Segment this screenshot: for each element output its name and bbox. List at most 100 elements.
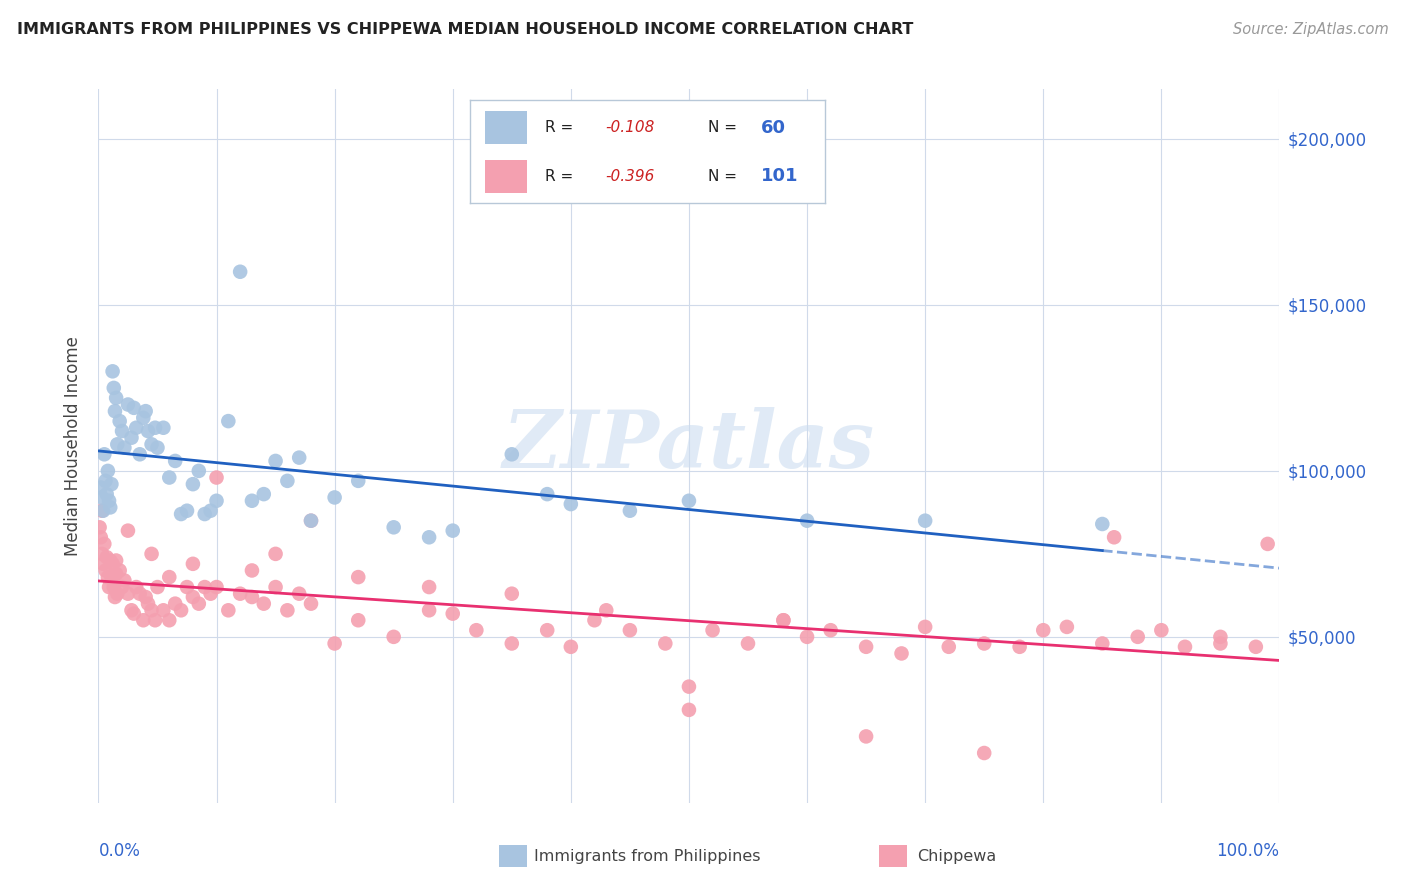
Point xyxy=(117,587,139,601)
Point xyxy=(240,564,263,578)
Point xyxy=(299,597,322,611)
Point xyxy=(820,624,842,638)
Point xyxy=(501,587,523,601)
Point xyxy=(595,603,617,617)
Point xyxy=(98,493,121,508)
Point xyxy=(132,410,155,425)
Point xyxy=(1244,640,1267,654)
Point xyxy=(217,603,239,617)
Point xyxy=(170,603,193,617)
Point xyxy=(96,550,118,565)
Point xyxy=(117,524,139,538)
Point xyxy=(143,613,166,627)
Point xyxy=(973,746,995,760)
Point xyxy=(382,630,405,644)
Point xyxy=(105,391,128,405)
Point xyxy=(229,587,252,601)
Point xyxy=(737,636,759,650)
Point xyxy=(938,640,960,654)
Text: 0.0%: 0.0% xyxy=(98,842,141,860)
Point xyxy=(105,437,128,451)
Point xyxy=(100,477,122,491)
Point xyxy=(97,570,120,584)
Point xyxy=(157,613,180,627)
Text: Source: ZipAtlas.com: Source: ZipAtlas.com xyxy=(1233,22,1389,37)
Point xyxy=(100,570,122,584)
Point xyxy=(105,553,128,567)
Point xyxy=(772,613,794,627)
Point xyxy=(108,564,131,578)
Point xyxy=(187,597,209,611)
Point xyxy=(135,404,157,418)
Text: IMMIGRANTS FROM PHILIPPINES VS CHIPPEWA MEDIAN HOUSEHOLD INCOME CORRELATION CHAR: IMMIGRANTS FROM PHILIPPINES VS CHIPPEWA … xyxy=(17,22,914,37)
Point xyxy=(103,580,125,594)
Point xyxy=(96,487,118,501)
Point xyxy=(105,587,128,601)
Point xyxy=(299,514,322,528)
Point xyxy=(441,524,464,538)
Point xyxy=(347,474,370,488)
Point xyxy=(264,547,287,561)
Point xyxy=(104,590,127,604)
Point xyxy=(229,265,252,279)
Point xyxy=(121,431,143,445)
Point xyxy=(1126,630,1149,644)
Point xyxy=(855,640,877,654)
Point xyxy=(855,730,877,744)
Point xyxy=(1209,636,1232,650)
Point xyxy=(89,520,111,534)
Point xyxy=(441,607,464,621)
Point xyxy=(94,474,117,488)
Point xyxy=(1150,624,1173,638)
Point xyxy=(890,647,912,661)
Point xyxy=(97,464,120,478)
Point xyxy=(90,481,112,495)
Point xyxy=(418,580,440,594)
Point xyxy=(560,640,582,654)
Point xyxy=(90,530,112,544)
Point xyxy=(101,557,124,571)
Point xyxy=(619,504,641,518)
Point xyxy=(101,364,124,378)
Point xyxy=(157,570,180,584)
Point xyxy=(136,424,159,438)
Point xyxy=(194,507,217,521)
Point xyxy=(1174,640,1197,654)
Point xyxy=(91,491,114,505)
Point xyxy=(135,590,157,604)
Point xyxy=(141,603,163,617)
Point xyxy=(165,454,187,468)
Point xyxy=(170,507,193,521)
Point xyxy=(418,530,440,544)
Point xyxy=(181,477,204,491)
Point xyxy=(276,603,298,617)
Point xyxy=(194,580,217,594)
Point xyxy=(205,580,228,594)
Point xyxy=(1209,630,1232,644)
Text: ZIPatlas: ZIPatlas xyxy=(503,408,875,484)
Point xyxy=(536,624,558,638)
Point xyxy=(152,421,174,435)
Point xyxy=(536,487,558,501)
Point xyxy=(678,493,700,508)
Point xyxy=(200,504,222,518)
Point xyxy=(347,570,370,584)
Point xyxy=(165,597,187,611)
Point xyxy=(205,493,228,508)
Point xyxy=(112,441,135,455)
Point xyxy=(501,447,523,461)
Point xyxy=(143,421,166,435)
Point xyxy=(108,414,131,428)
Point xyxy=(678,703,700,717)
Point xyxy=(200,587,222,601)
Point xyxy=(323,491,346,505)
Point xyxy=(560,497,582,511)
Point xyxy=(299,514,322,528)
Point xyxy=(240,590,263,604)
Point xyxy=(1056,620,1078,634)
Point xyxy=(122,607,145,621)
Point xyxy=(91,547,114,561)
Point xyxy=(91,504,114,518)
Point xyxy=(125,580,148,594)
Point xyxy=(91,504,114,518)
